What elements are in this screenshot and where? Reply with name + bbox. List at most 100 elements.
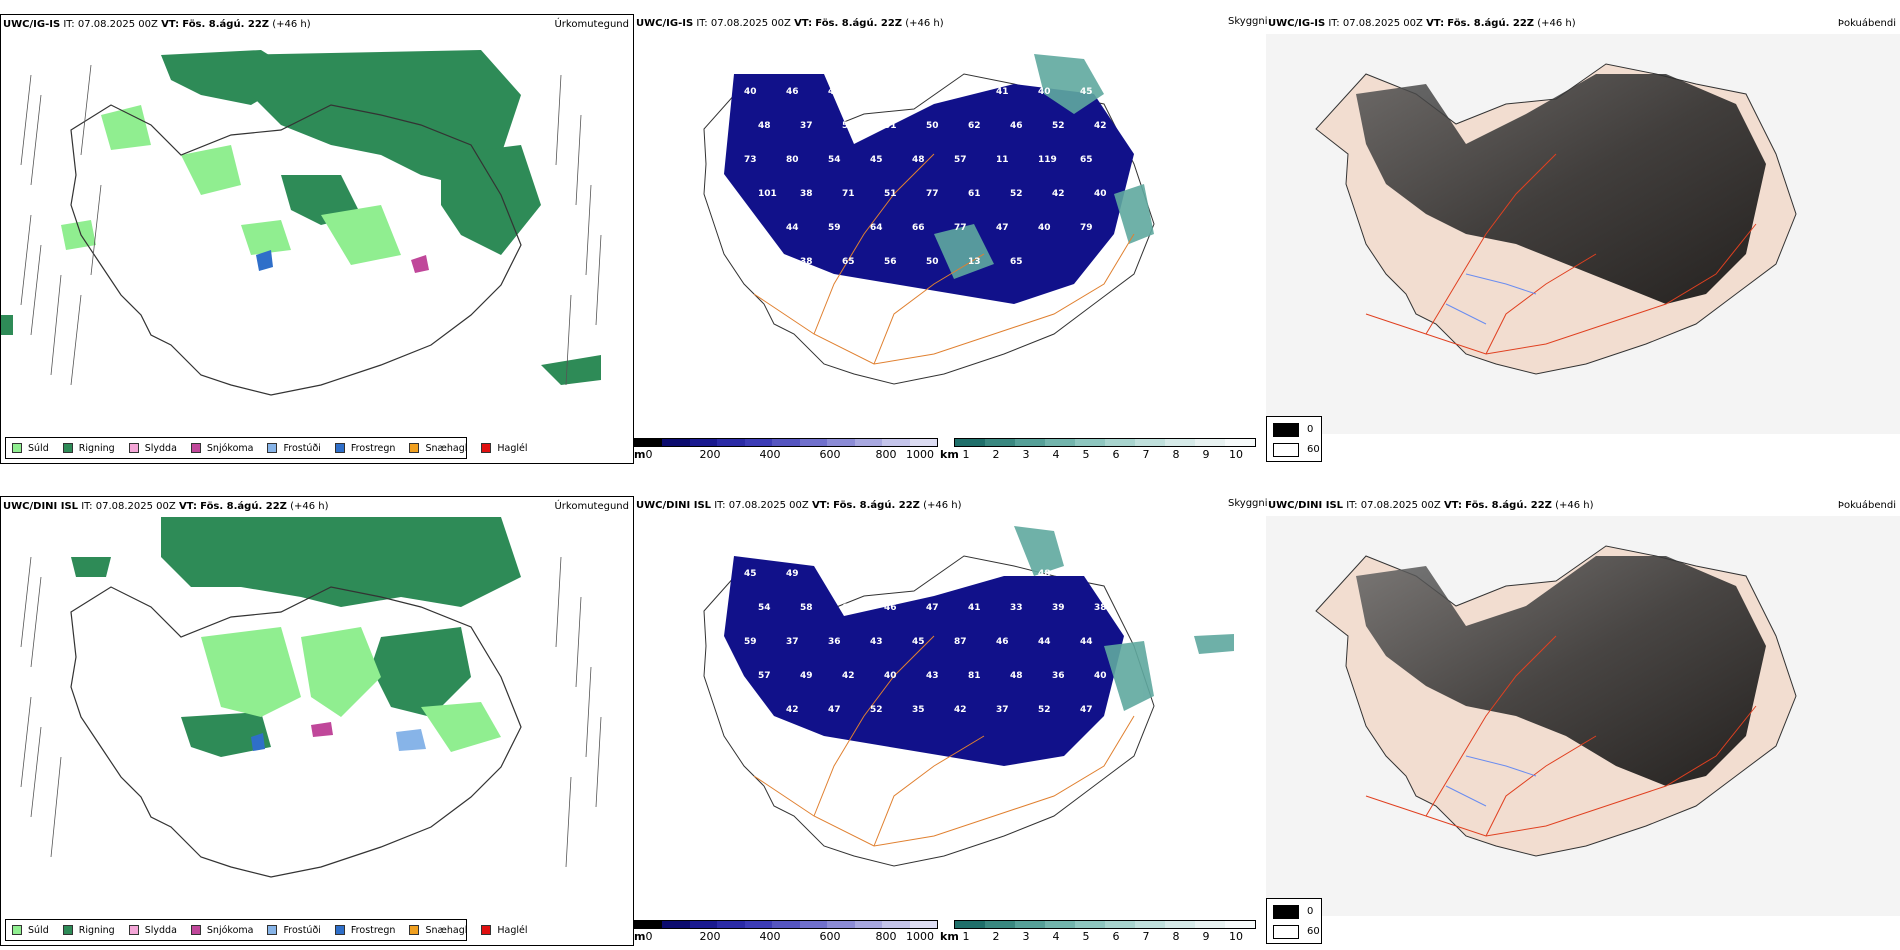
visibility-value: 51	[884, 189, 897, 199]
visibility-value: 40	[758, 739, 771, 749]
visibility-value: 57	[954, 155, 967, 165]
fog-title: Þokuábendi	[1837, 500, 1896, 511]
tick-label: 8	[1172, 930, 1180, 943]
visibility-value: 52	[1010, 189, 1023, 199]
visibility-value: 40	[1094, 671, 1107, 681]
tick-label: 400	[759, 930, 781, 943]
tick-label: 0	[645, 930, 653, 943]
tick-label: 6	[1112, 448, 1120, 461]
visibility-value: 42	[786, 705, 799, 715]
visibility-value: 67	[842, 603, 855, 613]
visibility-value: 38	[1094, 603, 1107, 613]
visibility-value: 43	[954, 569, 967, 579]
legend-swatch	[334, 443, 345, 453]
cloud-base-colorbar: m 0 200 400 600 800 1000	[634, 920, 944, 944]
visibility-value: 48	[1010, 671, 1023, 681]
visibility-value: 50	[926, 121, 939, 131]
visibility-values: 40 46 48 44 58 47 41 40 45 48 37 52 51 50 62 46 52 42 73 80…	[744, 87, 1107, 267]
visibility-value: 48	[1038, 569, 1051, 579]
tick-label: 800	[875, 930, 897, 943]
visibility-value: 47	[926, 603, 939, 613]
legend-swatch	[334, 925, 345, 935]
tick-label: 6	[1112, 930, 1120, 943]
cloud-base-areas	[724, 74, 1134, 304]
cloud-base-unit: m	[634, 930, 646, 943]
legend-swatch	[128, 443, 139, 453]
visibility-value: 49	[786, 569, 799, 579]
cloud-panel-row2: UWC/DINI ISL IT: 07.08.2025 00Z VT: Fös.…	[634, 496, 1268, 946]
visibility-value: 52	[842, 121, 855, 131]
visibility-value: 54	[828, 155, 841, 165]
legend-item: Haglél	[481, 443, 528, 454]
visibility-value: 70	[870, 569, 883, 579]
visibility-value: 47	[996, 223, 1009, 233]
visibility-value: 61	[968, 189, 981, 199]
low-visibility-areas	[1014, 526, 1234, 711]
tick-label: 3	[1022, 930, 1030, 943]
fog-map-row2	[1266, 516, 1900, 916]
fog-map-row1	[1266, 34, 1900, 434]
legend-item: Haglél	[481, 925, 528, 936]
cloud-base-bar	[634, 920, 938, 929]
precip-legend: Súld Rigning Slydda Snjókoma Frostúði Fr…	[5, 437, 528, 459]
visibility-value: 35	[912, 705, 925, 715]
legend-item: Rigning	[62, 443, 115, 454]
legend-swatch	[62, 443, 73, 453]
visibility-value: 46	[884, 603, 897, 613]
wind-barbs	[20, 556, 602, 868]
visibility-value: 38	[800, 257, 813, 267]
legend-item: Snæhagl	[409, 443, 467, 454]
precip-panel-row2: UWC/DINI ISL IT: 07.08.2025 00Z VT: Fös.…	[0, 496, 634, 946]
tick-label: 3	[1022, 448, 1030, 461]
visibility-value: 49	[800, 671, 813, 681]
tick-label: 5	[1082, 930, 1090, 943]
visibility-value: 41	[968, 603, 981, 613]
visibility-value: 47	[828, 705, 841, 715]
fog-title: Þokuábendi	[1837, 18, 1896, 29]
tick-label: 7	[1142, 448, 1150, 461]
tick-label: 4	[1052, 448, 1060, 461]
fog-panel-row2: UWC/DINI ISL IT: 07.08.2025 00Z VT: Fös.…	[1266, 496, 1900, 946]
visibility-value: 80	[786, 155, 799, 165]
visibility-value: 50	[926, 257, 939, 267]
tick-label: 200	[699, 930, 721, 943]
visibility-value: 71	[842, 189, 855, 199]
legend-item: Snæhagl	[409, 925, 467, 936]
visibility-value: 44	[786, 223, 799, 233]
visibility-bar	[954, 920, 1256, 929]
visibility-value: 73	[744, 155, 757, 165]
visibility-value: 11	[996, 155, 1009, 165]
rain-areas	[71, 517, 521, 757]
visibility-value: 40	[1094, 189, 1107, 199]
legend-swatch	[62, 925, 73, 935]
precip-panel-row1: UWC/IG-IS IT: 07.08.2025 00Z VT: Fös. 8.…	[0, 14, 634, 464]
fog-legend-low: 0	[1307, 424, 1314, 435]
road-network	[753, 153, 1135, 365]
freezing-rain-areas	[256, 250, 273, 271]
legend-swatch	[190, 443, 201, 453]
legend-swatch	[267, 925, 278, 935]
legend-swatch	[12, 925, 22, 935]
visibility-value: 45	[1080, 87, 1093, 97]
visibility-value: 52	[1038, 705, 1051, 715]
cloud-map-row1: 40 46 48 44 58 47 41 40 45 48 37 52 51 50 62 46 52 42 73 80…	[703, 54, 1155, 385]
legend-item: Frostregn	[334, 443, 395, 454]
iceland-coastline	[70, 104, 522, 396]
visibility-value: 47	[1080, 705, 1093, 715]
visibility-value: 87	[954, 637, 967, 647]
visibility-colorbar: km 1 2 3 4 5 6 7 8 9 10	[940, 920, 1264, 944]
cloud-panel-row1: UWC/IG-IS IT: 07.08.2025 00Z VT: Fös. 8.…	[634, 14, 1268, 464]
cloud-map-row2: 45 49 70 70 51 43 47 48 72 54 58 67 46 47 41 33 39 38 59 37…	[703, 526, 1234, 867]
fog-swatch-low	[1273, 423, 1299, 437]
visibility-value: 77	[954, 223, 967, 233]
visibility-value: 54	[758, 603, 771, 613]
visibility-value: 40	[744, 87, 757, 97]
road-network	[753, 635, 1135, 847]
iceland-coastline	[70, 586, 522, 878]
panel-header: UWC/DINI ISL IT: 07.08.2025 00Z VT: Fös.…	[3, 501, 329, 512]
visibility-value: 79	[1080, 223, 1093, 233]
visibility-value: 45	[744, 569, 757, 579]
cloud-base-bar	[634, 438, 938, 447]
legend-item: Súld	[12, 443, 49, 454]
visibility-value: 46	[996, 637, 1009, 647]
